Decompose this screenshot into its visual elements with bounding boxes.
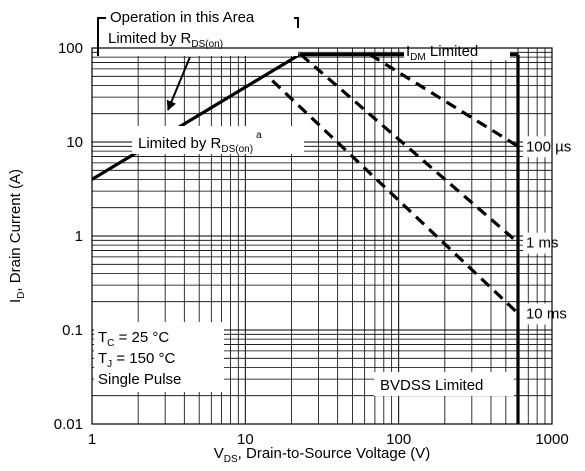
bvdss-limited-label: BVDSS Limited [380,377,483,394]
series-group [91,53,520,424]
idm-label-background [404,40,510,60]
x-axis-label: VDS, Drain-to-Source Voltage (V) [214,445,431,465]
series-1-ms [299,53,520,244]
rds-label-background [132,126,304,154]
conditions-background [94,322,224,392]
top-box-frame [97,17,299,56]
y-tick-label: 100 [58,40,83,57]
series-limited-by-rds-on- [91,53,301,181]
top-box-line2: Limited by RDS(on) [108,30,223,50]
top-box-line1: Operation in this Area [110,9,255,26]
curve-label-background [522,232,564,254]
curve-label: 100 µs [526,138,571,155]
y-tick-label: 0.01 [54,416,83,433]
rds-limited-label: Limited by RDS(on)a [138,130,262,155]
condition-tj: TJ = 150 °C [98,350,175,370]
curve-label-background [522,303,572,325]
x-tick-label: 10 [237,431,254,448]
y-axis-label: ID, Drain Current (A) [7,169,27,303]
y-tick-label: 1 [75,228,83,245]
y-tick-label: 0.1 [62,322,83,339]
series-10-ms [271,79,520,315]
x-tick-label: 1000 [535,431,568,448]
bvdss-label-background [374,372,514,396]
condition-pulse: Single Pulse [98,371,181,388]
y-tick-label: 10 [66,134,83,151]
x-tick-label: 1 [88,431,96,448]
condition-tc: TC = 25 °C [98,329,169,349]
annotation-arrow [166,56,191,111]
x-tick-label: 100 [386,431,411,448]
idm-limited-label: IDM Limited [406,43,478,63]
annotations: Operation in this Area Limited by RDS(on… [94,6,514,396]
curve-label: 10 ms [526,305,567,322]
plot-frame [91,47,553,425]
tick-labels: 1 10 100 1000 100 10 1 0.1 0.01 [54,40,569,448]
curve-label: 1 ms [526,235,559,252]
curve-labels: 100 µs 1 ms 10 ms [522,136,581,325]
series-100-s [369,53,519,148]
